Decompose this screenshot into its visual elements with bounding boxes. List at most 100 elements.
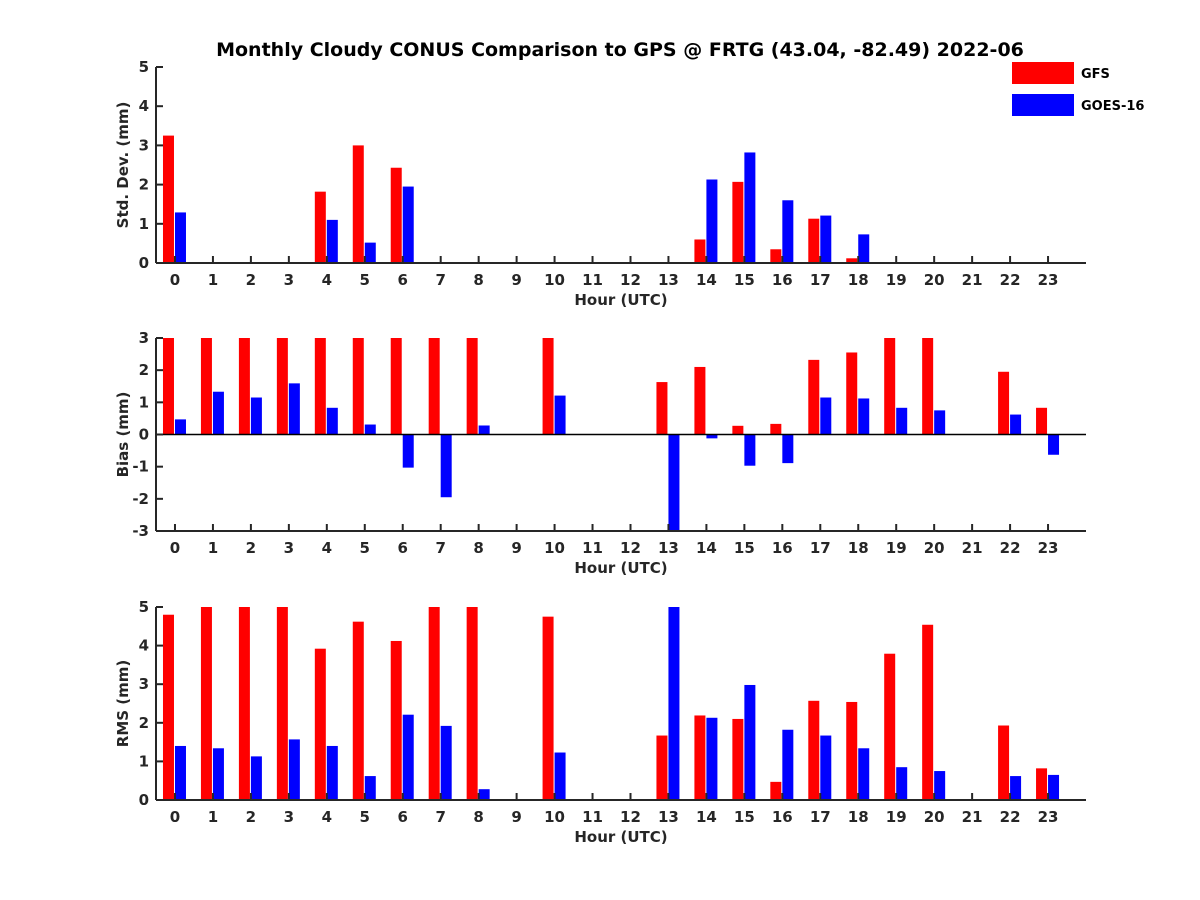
xtick-label-panel2-6: 6 [398,808,408,826]
bar-gfs-panel2-hour6 [390,640,402,800]
bar-goes16-panel2-hour13 [668,607,680,800]
ytick-label-panel1-2: 2 [139,361,149,379]
ytick-label-panel0-5: 5 [139,58,149,76]
bar-goes16-panel2-hour1 [212,748,224,800]
bar-goes16-panel2-hour4 [326,745,338,800]
bar-gfs-panel2-hour8 [466,607,478,800]
bar-goes16-panel0-hour16 [782,200,794,263]
bar-gfs-panel1-hour15 [732,425,744,435]
bar-gfs-panel1-hour20 [922,338,934,435]
xtick-label-panel1-4: 4 [322,539,332,557]
bar-gfs-panel2-hour0 [162,614,174,800]
xtick-label-panel0-16: 16 [772,271,793,289]
xtick-label-panel2-4: 4 [322,808,332,826]
xlabel-panel2: Hour (UTC) [574,828,667,846]
bar-gfs-panel2-hour4 [314,648,326,800]
xtick-label-panel0-4: 4 [322,271,332,289]
xtick-label-panel2-9: 9 [511,808,521,826]
xtick-label-panel0-1: 1 [208,271,218,289]
xtick-label-panel1-10: 10 [544,539,565,557]
ytick-label-panel0-3: 3 [139,136,149,154]
ytick-label-panel0-1: 1 [139,215,149,233]
bar-gfs-panel2-hour19 [884,653,896,800]
xtick-label-panel2-13: 13 [658,808,679,826]
bar-goes16-panel0-hour4 [326,219,338,263]
xtick-label-panel1-3: 3 [284,539,294,557]
bar-gfs-panel2-hour5 [352,621,364,800]
ytick-label-panel0-2: 2 [139,176,149,194]
xtick-label-panel1-11: 11 [582,539,603,557]
bar-goes16-panel1-hour18 [858,398,870,435]
bar-gfs-panel2-hour3 [276,607,288,800]
xtick-label-panel2-22: 22 [1000,808,1021,826]
bar-gfs-panel2-hour2 [238,607,250,800]
bar-gfs-panel1-hour23 [1036,407,1048,435]
ytick-label-panel1-3: 3 [139,329,149,347]
xtick-label-panel2-11: 11 [582,808,603,826]
xtick-label-panel2-2: 2 [246,808,256,826]
bar-goes16-panel1-hour22 [1010,414,1022,435]
bar-gfs-panel2-hour13 [656,735,668,800]
xtick-label-panel1-22: 22 [1000,539,1021,557]
ytick-label-panel1--3: -3 [132,522,149,540]
bar-goes16-panel0-hour5 [364,242,376,263]
ytick-label-panel1-0: 0 [139,426,149,444]
xtick-label-panel2-17: 17 [810,808,831,826]
xtick-label-panel0-10: 10 [544,271,565,289]
bar-gfs-panel2-hour18 [846,701,858,800]
xtick-label-panel0-20: 20 [924,271,945,289]
xtick-label-panel0-0: 0 [170,271,180,289]
ytick-label-panel0-0: 0 [139,254,149,272]
xtick-label-panel2-15: 15 [734,808,755,826]
bar-gfs-panel1-hour3 [276,338,288,435]
bar-gfs-panel0-hour5 [352,145,364,263]
bar-goes16-panel2-hour7 [440,725,452,800]
xtick-label-panel2-10: 10 [544,808,565,826]
legend-swatch-gfs [1012,62,1074,84]
xtick-label-panel1-18: 18 [848,539,869,557]
legend-label-goes16: GOES-16 [1081,99,1144,114]
bar-gfs-panel0-hour14 [694,239,706,263]
ylabel-panel2: RMS (mm) [114,660,132,747]
bar-gfs-panel1-hour16 [770,423,782,435]
bar-goes16-panel2-hour18 [858,748,870,800]
bar-goes16-panel1-hour20 [934,410,946,435]
xtick-label-panel1-16: 16 [772,539,793,557]
xtick-label-panel2-18: 18 [848,808,869,826]
bar-gfs-panel2-hour17 [808,700,820,800]
bar-gfs-panel2-hour10 [542,616,554,800]
bar-gfs-panel1-hour18 [846,352,858,435]
ytick-label-panel2-1: 1 [139,752,149,770]
legend-swatch-goes16 [1012,94,1074,116]
bar-gfs-panel2-hour14 [694,715,706,800]
bar-gfs-panel1-hour22 [998,371,1010,435]
xtick-label-panel0-8: 8 [473,271,483,289]
xtick-label-panel1-21: 21 [962,539,983,557]
xtick-label-panel0-3: 3 [284,271,294,289]
legend: GFS GOES-16 [1012,62,1144,116]
ytick-label-panel2-3: 3 [139,675,149,693]
bar-gfs-panel0-hour17 [808,218,820,263]
xtick-label-panel0-19: 19 [886,271,907,289]
bar-gfs-panel1-hour7 [428,338,440,435]
bar-gfs-panel0-hour15 [732,181,744,263]
bar-gfs-panel0-hour0 [162,135,174,263]
xtick-label-panel2-12: 12 [620,808,641,826]
ylabel-panel1: Bias (mm) [114,392,132,478]
xtick-label-panel1-0: 0 [170,539,180,557]
xtick-label-panel0-2: 2 [246,271,256,289]
xtick-label-panel2-21: 21 [962,808,983,826]
bar-goes16-panel1-hour2 [250,397,262,435]
ytick-label-panel2-5: 5 [139,598,149,616]
bar-goes16-panel2-hour3 [288,739,300,800]
bar-gfs-panel1-hour19 [884,338,896,435]
ytick-label-panel2-4: 4 [139,637,149,655]
legend-label-gfs: GFS [1081,67,1110,82]
bar-goes16-panel0-hour6 [402,186,414,263]
xtick-label-panel1-20: 20 [924,539,945,557]
bar-gfs-panel0-hour6 [390,167,402,263]
xtick-label-panel0-9: 9 [511,271,521,289]
xtick-label-panel0-7: 7 [435,271,445,289]
bar-goes16-panel1-hour1 [212,391,224,435]
